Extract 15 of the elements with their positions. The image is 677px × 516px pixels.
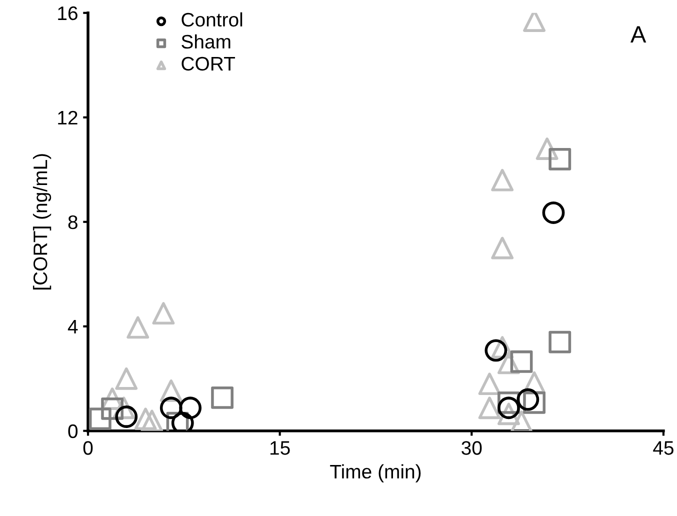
y-tick-label: 16 <box>58 6 78 20</box>
x-tick-label: 30 <box>462 441 482 455</box>
legend-label: Control <box>182 12 242 27</box>
legend-label: CORT <box>182 56 236 71</box>
annotation: A <box>630 26 646 43</box>
y-tick-label: 12 <box>58 110 78 124</box>
x-tick-label: 45 <box>653 441 674 455</box>
y-tick-label: 8 <box>68 215 78 230</box>
x-axis-title: Time (min) <box>330 464 421 482</box>
x-tick-label: 15 <box>270 441 290 455</box>
legend-label: Sham <box>182 34 230 49</box>
y-tick-label: 4 <box>68 320 78 334</box>
y-tick-label: 0 <box>68 424 78 438</box>
x-tick-label: 0 <box>83 441 93 455</box>
y-axis-title: [CORT] (ng/mL) <box>32 154 52 290</box>
